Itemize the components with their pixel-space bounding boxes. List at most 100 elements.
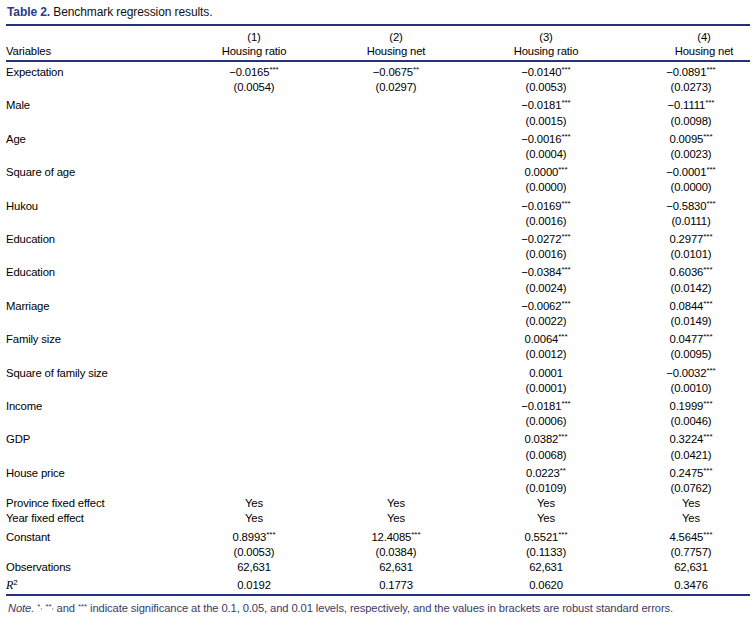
coefficient-cell (332, 229, 460, 247)
standard-error-cell: (0.0000) (632, 180, 750, 195)
col-number-4: (4) (632, 30, 750, 44)
coefficient-value: 0.0064 (525, 333, 559, 345)
row-label-spacer (6, 147, 176, 162)
standard-error-cell (332, 448, 460, 463)
note-stars: **, (45, 602, 53, 611)
standard-error-cell (176, 180, 332, 195)
table-note: Note. *, **, and *** indicate significan… (6, 596, 756, 616)
standard-error-cell: (0.0149) (632, 314, 750, 329)
standard-error-cell: (0.0012) (460, 347, 632, 362)
table-row: (0.0012)(0.0095) (6, 347, 750, 362)
coefficient-cell (332, 296, 460, 314)
significance-stars: *** (706, 199, 715, 208)
coefficient-cell: −0.0891*** (632, 61, 750, 80)
table-row: GDP0.0382***0.3224*** (6, 429, 750, 447)
row-label: House price (6, 463, 176, 481)
standard-error-cell: (0.0109) (460, 481, 632, 496)
table-row: Square of family size 0.0001 −0.0032*** (6, 363, 750, 381)
coefficient-cell: −0.0181*** (460, 95, 632, 113)
standard-error-cell (332, 114, 460, 129)
row-label-spacer (6, 314, 176, 329)
row-label: Observations (6, 560, 176, 575)
value-cell: 0.0620 (460, 575, 632, 594)
col-number-3: (3) (460, 30, 632, 44)
coefficient-cell (332, 95, 460, 113)
standard-error-cell: (0.0762) (632, 481, 750, 496)
coefficient-cell: 0.0000*** (460, 162, 632, 180)
coefficient-cell (176, 262, 332, 280)
header-row-model-numbers: (1) (2) (3) (4) (6, 30, 750, 44)
coefficient-cell: −0.0140*** (460, 61, 632, 80)
row-label: Income (6, 396, 176, 414)
value-cell: 62,631 (460, 560, 632, 575)
coefficient-cell: −0.0032*** (632, 363, 750, 381)
coefficient-cell: 0.2475*** (632, 463, 750, 481)
row-label-spacer (6, 114, 176, 129)
coefficient-cell (332, 162, 460, 180)
row-label-spacer (6, 347, 176, 362)
standard-error-cell: (0.0016) (460, 247, 632, 262)
coefficient-cell: −0.0181*** (460, 396, 632, 414)
standard-error-cell (332, 214, 460, 229)
standard-error-cell: (0.0004) (460, 147, 632, 162)
value-cell: Yes (460, 511, 632, 526)
coefficient-value: 0.2977 (670, 233, 704, 245)
table-body: Expectation−0.0165***−0.0675**−0.0140***… (6, 61, 750, 595)
standard-error-cell: (0.0421) (632, 448, 750, 463)
significance-stars: *** (411, 530, 420, 539)
coefficient-cell (176, 129, 332, 147)
row-label-spacer (6, 414, 176, 429)
table-row: Income−0.0181***0.1999*** (6, 396, 750, 414)
row-label: Year fixed effect (6, 511, 176, 526)
standard-error-cell (176, 414, 332, 429)
coefficient-value: −0.0272 (521, 233, 561, 245)
coefficient-value: −0.0165 (229, 66, 269, 78)
coefficient-value: 0.0001 (529, 367, 563, 379)
significance-stars: *** (703, 332, 712, 341)
col-title-2: Housing net (332, 44, 460, 61)
standard-error-cell (176, 314, 332, 329)
standard-error-cell (332, 481, 460, 496)
significance-stars: *** (561, 65, 570, 74)
coefficient-cell (332, 463, 460, 481)
standard-error-cell: (0.1133) (460, 545, 632, 560)
significance-stars: *** (558, 432, 567, 441)
table-row: (0.0006)(0.0046) (6, 414, 750, 429)
table-row: Education−0.0272***0.2977*** (6, 229, 750, 247)
significance-stars: *** (706, 65, 715, 74)
table-row: Male−0.0181***−0.1111*** (6, 95, 750, 113)
paper-table-page: Table 2. Benchmark regression results. (… (0, 0, 756, 615)
table-row: (0.0001)(0.0010) (6, 381, 750, 396)
row-label-spacer (6, 381, 176, 396)
row-label: Family size (6, 329, 176, 347)
row-label: Education (6, 262, 176, 280)
standard-error-cell (332, 414, 460, 429)
note-stars: *** (78, 602, 87, 611)
coefficient-cell: 0.5521*** (460, 527, 632, 545)
coefficient-cell: −0.1111*** (632, 95, 750, 113)
regression-table: (1) (2) (3) (4) Variables Housing ratio … (6, 30, 750, 596)
standard-error-cell (176, 147, 332, 162)
value-cell: Yes (632, 496, 750, 511)
coefficient-value: −0.0181 (521, 400, 561, 412)
row-label: R2 (6, 575, 176, 594)
coefficient-value: 12.4085 (371, 531, 411, 543)
standard-error-cell: (0.0015) (460, 114, 632, 129)
table-row: (0.0054)(0.0297)(0.0053)(0.0273) (6, 80, 750, 95)
table-header: (1) (2) (3) (4) Variables Housing ratio … (6, 30, 750, 61)
significance-stars: *** (706, 366, 715, 375)
significance-stars: *** (558, 332, 567, 341)
coefficient-value: −0.1111 (668, 99, 706, 111)
coefficient-cell: 0.0095*** (632, 129, 750, 147)
coefficient-cell (332, 396, 460, 414)
coefficient-cell (176, 196, 332, 214)
table-row: House price0.0223**0.2475*** (6, 463, 750, 481)
row-label-spacer (6, 281, 176, 296)
coefficient-cell: 12.4085*** (332, 527, 460, 545)
significance-stars: *** (703, 530, 712, 539)
coefficient-cell (176, 463, 332, 481)
standard-error-cell (332, 314, 460, 329)
row-label: Square of family size (6, 363, 176, 381)
significance-stars: *** (561, 299, 570, 308)
coefficient-cell: 0.0382*** (460, 429, 632, 447)
